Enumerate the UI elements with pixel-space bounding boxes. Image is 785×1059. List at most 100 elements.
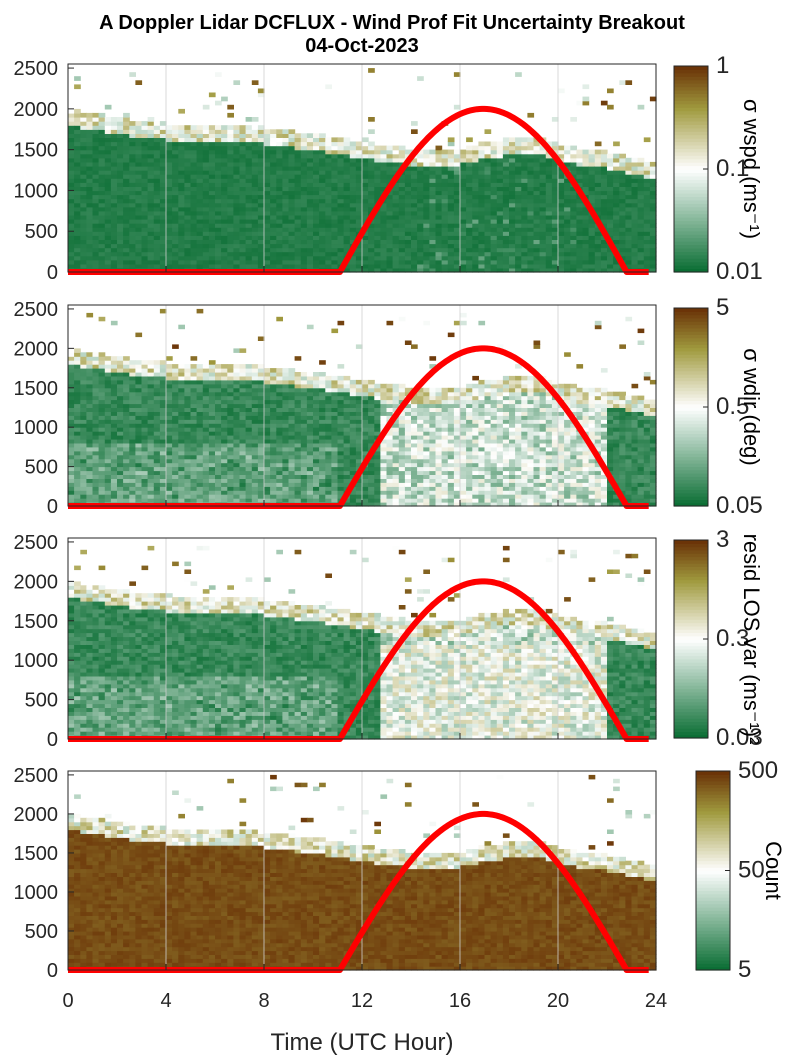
- heatmap-cell: [325, 235, 332, 240]
- heatmap-cell: [117, 227, 124, 232]
- heatmap-cell: [196, 129, 204, 134]
- heatmap-cell: [166, 399, 173, 405]
- heatmap-cell: [325, 383, 332, 389]
- heatmap-cell: [227, 466, 234, 472]
- heatmap-cell: [190, 423, 198, 428]
- heatmap-cell: [509, 263, 516, 269]
- heatmap-cell: [215, 364, 222, 369]
- heatmap-cell: [466, 210, 473, 216]
- heatmap-cell: [264, 219, 271, 224]
- heatmap-cell: [300, 395, 308, 401]
- heatmap-cell: [294, 458, 302, 464]
- heatmap-cell: [98, 450, 106, 456]
- heatmap-cell: [257, 92, 265, 98]
- heatmap-cell: [196, 231, 204, 236]
- heatmap-cell: [545, 194, 553, 200]
- heatmap-cell: [484, 247, 492, 253]
- heatmap-cell: [68, 153, 75, 159]
- heatmap-cell: [172, 462, 179, 468]
- heatmap-cell: [588, 198, 596, 204]
- heatmap-cell: [533, 145, 541, 151]
- heatmap-cell: [411, 157, 418, 163]
- heatmap-cell: [276, 486, 283, 491]
- heatmap-cell: [478, 227, 486, 232]
- heatmap-cell: [313, 423, 320, 428]
- heatmap-cell: [123, 194, 130, 200]
- heatmap-cell: [294, 403, 302, 408]
- heatmap-cell: [649, 206, 657, 212]
- heatmap-cell: [147, 494, 155, 499]
- heatmap-cell: [123, 411, 130, 416]
- heatmap-cell: [68, 446, 75, 452]
- heatmap-cell: [110, 399, 118, 405]
- heatmap-cell: [545, 219, 553, 224]
- heatmap-cell: [411, 227, 418, 232]
- heatmap-cell: [331, 328, 339, 334]
- heatmap-cell: [202, 153, 210, 159]
- heatmap-cell: [264, 458, 271, 464]
- heatmap-cell: [539, 186, 547, 192]
- heatmap-cell: [570, 194, 577, 200]
- heatmap-cell: [441, 202, 449, 208]
- heatmap-cell: [184, 190, 192, 196]
- heatmap-cell: [619, 210, 626, 216]
- heatmap-cell: [521, 190, 528, 196]
- heatmap-cell: [110, 474, 118, 479]
- heatmap-cell: [288, 427, 296, 432]
- heatmap-cell: [159, 391, 167, 397]
- heatmap-cell: [92, 141, 100, 147]
- heatmap-cell: [159, 435, 167, 440]
- heatmap-cell: [178, 219, 185, 224]
- heatmap-cell: [80, 206, 87, 212]
- heatmap-cell: [92, 194, 100, 200]
- heatmap-cell: [251, 170, 259, 175]
- heatmap-cell: [429, 174, 437, 179]
- heatmap-cell: [502, 145, 510, 151]
- heatmap-cell: [166, 231, 173, 236]
- heatmap-cell: [141, 391, 149, 397]
- heatmap-cell: [117, 194, 124, 200]
- heatmap-cell: [239, 462, 247, 468]
- heatmap-cell: [337, 219, 345, 224]
- heatmap-cell: [196, 415, 204, 420]
- heatmap-cell: [325, 423, 332, 428]
- heatmap-cell: [306, 450, 314, 456]
- heatmap-cell: [551, 235, 559, 240]
- heatmap-cell: [141, 427, 149, 432]
- heatmap-cell: [313, 474, 320, 479]
- heatmap-cell: [135, 247, 143, 253]
- heatmap-cell: [423, 210, 430, 216]
- colorbar-tick-label: 1: [716, 52, 729, 79]
- heatmap-cell: [221, 423, 228, 428]
- heatmap-cell: [582, 214, 590, 220]
- heatmap-cell: [68, 383, 75, 389]
- heatmap-cell: [104, 387, 112, 393]
- heatmap-cell: [68, 482, 75, 487]
- heatmap-cell: [423, 263, 430, 269]
- heatmap-cell: [380, 235, 388, 240]
- heatmap-cell: [515, 239, 522, 245]
- heatmap-cell: [98, 149, 106, 155]
- heatmap-cell: [221, 239, 228, 245]
- heatmap-cell: [300, 186, 308, 192]
- heatmap-cell: [227, 446, 234, 452]
- heatmap-cell: [221, 145, 228, 151]
- heatmap-cell: [496, 223, 504, 228]
- heatmap-cell: [447, 235, 455, 240]
- heatmap-cell: [141, 470, 149, 475]
- heatmap-cell: [159, 194, 167, 200]
- heatmap-cell: [484, 141, 492, 147]
- heatmap-cell: [411, 178, 418, 183]
- heatmap-cell: [123, 223, 130, 228]
- heatmap-cell: [208, 263, 216, 269]
- heatmap-cell: [404, 190, 412, 196]
- heatmap-cell: [178, 194, 185, 200]
- heatmap-cell: [239, 259, 247, 265]
- heatmap-cell: [166, 458, 173, 464]
- heatmap-cell: [68, 182, 75, 187]
- colorbar-label: σ wspd (ms⁻¹): [739, 99, 764, 239]
- heatmap-cell: [245, 157, 253, 163]
- heatmap-cell: [153, 470, 161, 475]
- heatmap-cell: [398, 174, 406, 179]
- heatmap-cell: [331, 174, 339, 179]
